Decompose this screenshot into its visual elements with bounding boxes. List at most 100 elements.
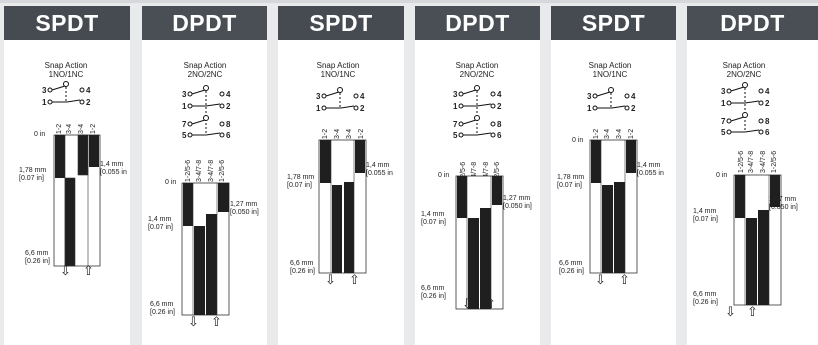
bar-label: 3-4/7-8 [196,160,203,182]
column-6: DPDT Snap Action 2NO/2NC 3 4 1 2 7 8 5 6 [687,6,818,345]
travel-a-mm: 1,78 mm [557,174,584,181]
bar-label: 3-4/7-8 [748,151,755,173]
travel-total-in: [0.26 in] [421,293,446,300]
diagram-title: Snap Action [456,61,499,70]
pin-label: 1 [182,102,187,111]
schematic-symbol [726,82,764,135]
press-arrow-icon: ⇩ [725,304,736,319]
travel-b-in: [0.055 in [637,170,664,177]
bar-label: 1-2/5-6 [460,162,467,184]
zero-label: 0 in [572,137,583,144]
pin-label: 1 [587,104,592,113]
bar-labels: 1-2/5-6 3-4/7-8 3-4/7-8 1-2/5-6 [460,162,501,184]
diagram-panel: Snap Action 1NO/1NC 3 4 1 2 1-2 3-4 3-4 … [4,42,130,345]
press-arrow-icon: ⇩ [60,263,71,278]
schematic-symbol [592,87,630,111]
travel-a-in: [0.07 in] [557,182,582,189]
diagram-panel: Snap Action 2NO/2NC 3 4 1 2 7 8 5 6 1-2/… [687,42,818,345]
pin-label: 2 [226,102,231,111]
pin-label: 6 [497,131,502,140]
travel-a-mm: 1,4 mm [693,208,717,215]
bar-label: 3-4 [78,124,85,134]
schematic-symbol [321,87,359,111]
schematic-symbol [458,85,496,138]
bar-label: 1-2 [56,124,63,134]
travel-a-mm: 1,78 mm [287,174,314,181]
bar-label: 1-2 [322,129,329,139]
travel-total-mm: 6,6 mm [150,301,174,308]
diagram-panel: Snap Action 2NO/2NC 3 4 1 2 7 8 5 6 1-2/… [415,42,540,345]
press-arrow-icon: ⇩ [325,272,336,287]
diagram-panel: Snap Action 2NO/2NC 3 4 1 2 7 8 5 6 1-2/… [142,42,267,345]
travel-total-mm: 6,6 mm [25,250,49,257]
bar-labels: 1-2/5-6 3-4/7-8 3-4/7-8 1-2/5-6 [738,151,778,173]
travel-total-mm: 6,6 mm [559,260,583,267]
travel-b-in: [0.055 in [100,169,127,176]
pin-label: 2 [631,104,636,113]
column-1: SPDT Snap Action 1NO/1NC 3 4 1 2 1-2 3-4… [4,6,130,345]
top-rule [0,0,818,3]
pin-label: 6 [226,131,231,140]
pin-label: 8 [765,117,770,126]
release-arrow-icon: ⇧ [485,296,496,311]
pin-label: 1 [316,104,321,113]
travel-b-in: [0.055 in [366,170,393,177]
pin-label: 2 [497,102,502,111]
timing-chart [53,134,101,267]
spdt-diagram: Snap Action 1NO/1NC 3 4 1 2 1-2 3-4 3-4 … [287,61,393,287]
release-arrow-icon: ⇧ [619,272,630,287]
press-arrow-icon: ⇩ [595,272,606,287]
pin-label: 3 [587,92,592,101]
column-2: DPDT Snap Action 2NO/2NC 3 4 1 2 7 8 5 6 [142,6,267,345]
travel-a-mm: 1,4 mm [148,216,172,223]
pin-label: 2 [86,98,91,107]
diagram-title: Snap Action [589,61,632,70]
pin-label: 8 [497,120,502,129]
pin-label: 4 [765,87,770,96]
pin-label: 4 [86,86,91,95]
diagram-panel: Snap Action 1NO/1NC 3 4 1 2 1-2 3-4 3-4 … [551,42,676,345]
schematic-symbol [187,85,225,138]
column-5: SPDT Snap Action 1NO/1NC 3 4 1 2 1-2 3-4… [551,6,676,345]
travel-b-in: [0.050 in] [769,204,798,211]
pin-label: 5 [182,131,187,140]
bar-label: 1-2/5-6 [219,160,226,182]
travel-b-mm: 1,27 mm [230,201,257,208]
bar-labels: 1-2 3-4 3-4 1-2 [322,129,365,139]
bar-label: 1-2 [90,124,97,134]
bar-label: 1-2/5-6 [771,151,778,173]
travel-b-mm: 1,27 mm [503,195,530,202]
diagram-title: Snap Action [45,61,88,70]
pin-label: 2 [765,99,770,108]
travel-a-in: [0.07 in] [148,224,173,231]
diagram-panel: Snap Action 1NO/1NC 3 4 1 2 1-2 3-4 3-4 … [278,42,404,345]
pin-label: 5 [453,131,458,140]
bar-label: 3-4/7-8 [760,151,767,173]
contact-config: 1NO/1NC [321,70,356,79]
bar-labels: 1-2 3-4 3-4 1-2 [56,124,97,134]
bar-label: 1-2/5-6 [185,160,192,182]
bar-label: 3-4/7-8 [471,162,478,184]
travel-b-mm: 1,4 mm [637,162,661,169]
pin-label: 4 [631,92,636,101]
release-arrow-icon: ⇧ [83,263,94,278]
travel-b-mm: 1,4 mm [100,161,124,168]
travel-a-mm: 1,4 mm [421,211,445,218]
pin-label: 3 [721,87,726,96]
travel-b-in: [0.050 in] [503,203,532,210]
contact-config: 1NO/1NC [593,70,628,79]
release-arrow-icon: ⇧ [349,272,360,287]
column-3: SPDT Snap Action 1NO/1NC 3 4 1 2 1-2 3-4… [278,6,404,345]
pin-label: 3 [182,90,187,99]
timing-chart [455,175,504,310]
pin-label: 8 [226,120,231,129]
bar-label: 1-2/5-6 [738,151,745,173]
pin-label: 4 [497,90,502,99]
pin-label: 3 [316,92,321,101]
pin-label: 6 [765,128,770,137]
contact-config: 1NO/1NC [49,70,84,79]
bar-label: 3-4 [66,124,73,134]
travel-a-in: [0.07 in] [421,219,446,226]
zero-label: 0 in [438,172,449,179]
zero-label: 0 in [34,131,45,138]
